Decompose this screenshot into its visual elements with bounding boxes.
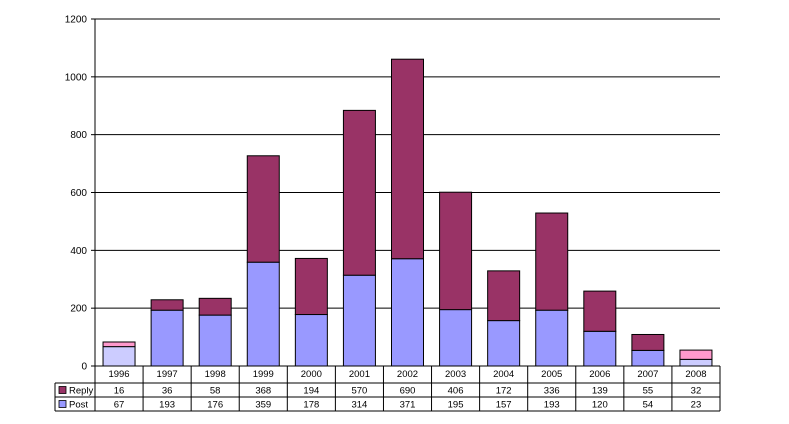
x-tick-label: 2000 [301,369,322,380]
data-label-post: 371 [400,400,416,411]
y-tick-label: 800 [70,130,87,141]
legend-label-reply: Reply [69,386,94,397]
legend-swatch-post [58,400,67,408]
x-tick-label: 2004 [493,369,514,380]
bar-reply [102,341,136,348]
data-label-post: 178 [303,400,319,411]
x-tick-label: 1999 [253,369,274,380]
data-label-reply: 16 [114,386,125,397]
data-label-post: 193 [544,400,560,411]
bar-reply [294,257,328,316]
bar-reply [679,349,713,360]
x-tick-label: 2003 [445,369,466,380]
bar-post [246,261,280,367]
data-label-reply: 336 [544,386,560,397]
x-tick-label: 2007 [637,369,658,380]
data-label-reply: 58 [210,386,221,397]
bar-reply [150,299,184,311]
bar-reply [391,58,424,260]
bar-reply [342,109,376,276]
data-label-reply: 194 [303,386,319,397]
data-label-post: 23 [691,400,702,411]
data-label-post: 176 [207,400,223,411]
y-tick-label: 1200 [65,15,88,26]
data-label-reply: 406 [448,386,464,397]
bar-post [535,309,569,367]
x-tick-label: 2008 [685,369,706,380]
bar-reply [487,270,521,322]
data-label-post: 314 [351,400,367,411]
data-label-reply: 139 [592,386,608,397]
data-table: 1996 16 67 1997 36 193 1998 58 176 1999 368 359 2000… [54,365,721,412]
bar-post [679,358,713,367]
data-label-reply: 368 [255,386,271,397]
bar-reply [535,212,569,311]
legend-swatch-reply [58,386,67,394]
bars [102,58,713,367]
data-label-post: 54 [643,400,654,411]
bar-post [631,349,665,367]
data-label-post: 195 [448,400,464,411]
data-label-post: 67 [114,400,125,411]
bar-post [583,330,617,367]
x-tick-label: 2001 [349,369,370,380]
bar-reply [631,333,665,351]
x-tick-label: 2002 [397,369,418,380]
bar-post [342,274,376,367]
y-axis-ticks: 0 200 400 600 800 1000 1200 [65,15,88,373]
bar-post [487,320,521,367]
data-label-reply: 570 [351,386,367,397]
data-label-reply: 36 [162,386,173,397]
data-label-reply: 32 [691,386,702,397]
data-label-post: 359 [255,400,271,411]
x-tick-label: 1996 [108,369,129,380]
y-tick-label: 1000 [65,72,88,83]
x-tick-label: 1998 [205,369,226,380]
bar-reply [198,297,232,316]
data-label-post: 193 [159,400,175,411]
bar-post [294,314,328,367]
x-tick-label: 2005 [541,369,562,380]
bar-post [198,314,232,367]
y-tick-label: 600 [70,188,87,199]
bar-post [150,309,184,367]
y-tick-label: 200 [70,304,87,315]
bar-reply [583,290,617,332]
bar-post [102,346,136,367]
y-tick-label: 0 [81,362,87,373]
x-tick-label: 1997 [157,369,178,380]
data-label-post: 120 [592,400,608,411]
bar-post [391,258,424,367]
legend-label-post: Post [69,400,88,411]
bar-post [439,309,473,367]
data-label-reply: 55 [643,386,654,397]
data-label-post: 157 [496,400,512,411]
x-tick-label: 2006 [589,369,610,380]
bar-reply [246,155,280,263]
y-tick-label: 400 [70,246,87,257]
data-label-reply: 690 [400,386,416,397]
data-label-reply: 172 [496,386,512,397]
bar-reply [439,191,473,311]
